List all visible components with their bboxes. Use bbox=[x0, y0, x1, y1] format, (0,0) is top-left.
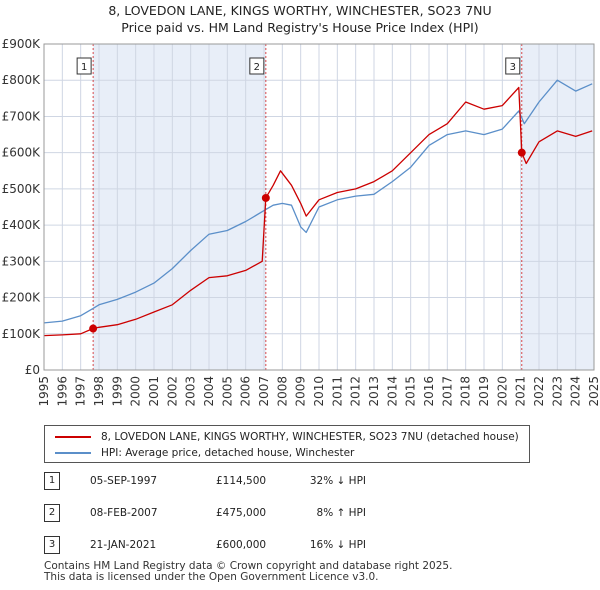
y-tick-label: £200K bbox=[2, 291, 42, 305]
x-tick-label: 2016 bbox=[422, 376, 436, 407]
ownership-band bbox=[93, 44, 266, 370]
sale-number-box bbox=[249, 57, 265, 75]
y-tick-label: £700K bbox=[2, 109, 42, 123]
x-tick-label: 2008 bbox=[275, 376, 289, 407]
footer: Contains HM Land Registry data © Crown c… bbox=[44, 561, 452, 583]
sale-point bbox=[89, 324, 98, 333]
x-tick-label: 2012 bbox=[349, 376, 363, 407]
y-tick-label: £900K bbox=[2, 37, 42, 51]
x-tick-label: 1997 bbox=[74, 376, 88, 407]
chart-title: 8, LOVEDON LANE, KINGS WORTHY, WINCHESTE… bbox=[0, 2, 600, 36]
sale-number-box bbox=[76, 57, 92, 75]
ownership-band bbox=[521, 44, 594, 370]
sale-number-label: 2 bbox=[254, 62, 260, 73]
y-tick-label: £0 bbox=[25, 363, 40, 377]
x-tick-label: 2003 bbox=[184, 376, 198, 407]
sale-number-box bbox=[505, 57, 521, 75]
legend-swatch-hpi bbox=[55, 452, 91, 454]
hpi-series-line bbox=[43, 79, 593, 324]
x-tick-label: 1999 bbox=[110, 376, 124, 407]
x-tick-label: 2006 bbox=[239, 376, 253, 407]
plot-border bbox=[43, 43, 595, 371]
x-tick-label: 2022 bbox=[532, 376, 546, 407]
sale-row: 2 08-FEB-2007 £475,000 8% ↑ HPI bbox=[44, 504, 444, 522]
x-tick-label: 2024 bbox=[569, 376, 583, 407]
sale-hpi-diff: 8% ↑ HPI bbox=[316, 507, 366, 519]
x-tick-label: 2025 bbox=[587, 376, 600, 407]
title-line-2: Price paid vs. HM Land Registry's House … bbox=[121, 20, 479, 35]
title-line-1: 8, LOVEDON LANE, KINGS WORTHY, WINCHESTE… bbox=[108, 3, 492, 18]
x-tick-label: 2000 bbox=[129, 376, 143, 407]
sale-point bbox=[261, 193, 270, 202]
sale-vertical-lines: 1 2 3 bbox=[76, 44, 523, 370]
x-tick-label: 2021 bbox=[514, 376, 528, 407]
y-tick-label: £300K bbox=[2, 254, 42, 268]
sale-row: 1 05-SEP-1997 £114,500 32% ↓ HPI bbox=[44, 472, 444, 490]
y-tick-label: £800K bbox=[2, 73, 42, 87]
sale-point bbox=[517, 148, 526, 157]
x-tick-label: 2002 bbox=[165, 376, 179, 407]
legend-item-hpi: HPI: Average price, detached house, Winc… bbox=[55, 445, 354, 461]
sale-date: 08-FEB-2007 bbox=[90, 507, 158, 519]
y-tick-label: £500K bbox=[2, 182, 42, 196]
x-tick-label: 2010 bbox=[312, 376, 326, 407]
x-tick-label: 2013 bbox=[367, 376, 381, 407]
footer-copyright: Contains HM Land Registry data © Crown c… bbox=[44, 560, 453, 572]
y-tick-label: £600K bbox=[2, 146, 42, 160]
sale-number-label: 3 bbox=[510, 62, 516, 73]
x-tick-label: 2023 bbox=[550, 376, 564, 407]
sale-price: £600,000 bbox=[216, 539, 267, 551]
legend-item-price: 8, LOVEDON LANE, KINGS WORTHY, WINCHESTE… bbox=[55, 429, 519, 445]
series-lines bbox=[43, 79, 593, 337]
sale-markers bbox=[89, 148, 526, 333]
y-tick-label: £100K bbox=[2, 327, 42, 341]
x-tick-label: 1998 bbox=[92, 376, 106, 407]
x-tick-label: 2020 bbox=[495, 376, 509, 407]
x-tick-label: 2007 bbox=[257, 376, 271, 407]
sale-price: £114,500 bbox=[216, 475, 267, 487]
footer-licence: This data is licensed under the Open Gov… bbox=[44, 571, 379, 583]
x-tick-label: 2004 bbox=[202, 376, 216, 407]
ownership-shading bbox=[93, 44, 594, 370]
x-tick-label: 2015 bbox=[404, 376, 418, 407]
x-tick-label: 2017 bbox=[440, 376, 454, 407]
legend-label-hpi: HPI: Average price, detached house, Winc… bbox=[101, 447, 355, 459]
x-tick-label: 2011 bbox=[330, 376, 344, 407]
x-tick-label: 2009 bbox=[294, 376, 308, 407]
sale-price: £475,000 bbox=[216, 507, 267, 519]
x-tick-label: 2019 bbox=[477, 376, 491, 407]
sale-number: 1 bbox=[44, 472, 60, 490]
x-axis-labels: 1995 1996 1997 1998 1999 2000 2001 2002 2003 2004… bbox=[37, 376, 600, 407]
legend-label-price: 8, LOVEDON LANE, KINGS WORTHY, WINCHESTE… bbox=[101, 431, 519, 443]
sale-hpi-diff: 32% ↓ HPI bbox=[309, 475, 366, 487]
x-tick-label: 2018 bbox=[459, 376, 473, 407]
x-tick-label: 2001 bbox=[147, 376, 161, 407]
sale-date: 21-JAN-2021 bbox=[90, 539, 157, 551]
x-tick-label: 2005 bbox=[220, 376, 234, 407]
y-axis-labels: £0 £100K £200K £300K £400K £500K £600K £700K £80… bbox=[2, 37, 42, 377]
legend: 8, LOVEDON LANE, KINGS WORTHY, WINCHESTE… bbox=[44, 425, 530, 463]
sale-row: 3 21-JAN-2021 £600,000 16% ↓ HPI bbox=[44, 536, 444, 554]
sale-hpi-diff: 16% ↓ HPI bbox=[309, 539, 366, 551]
grid-lines bbox=[43, 43, 595, 371]
sale-date: 05-SEP-1997 bbox=[90, 475, 158, 487]
x-tick-label: 2014 bbox=[385, 376, 399, 407]
sale-number: 2 bbox=[44, 504, 60, 522]
price-series-line bbox=[43, 86, 593, 337]
sale-number: 3 bbox=[44, 536, 60, 554]
y-tick-label: £400K bbox=[2, 218, 42, 232]
price-chart: 1 2 3 £0 £100K £200K £300K £400K £500K £600K £700… bbox=[2, 37, 600, 407]
x-tick-label: 1995 bbox=[37, 376, 51, 407]
sale-number-label: 1 bbox=[81, 62, 87, 73]
x-tick-label: 1996 bbox=[55, 376, 69, 407]
legend-swatch-price bbox=[55, 436, 91, 438]
